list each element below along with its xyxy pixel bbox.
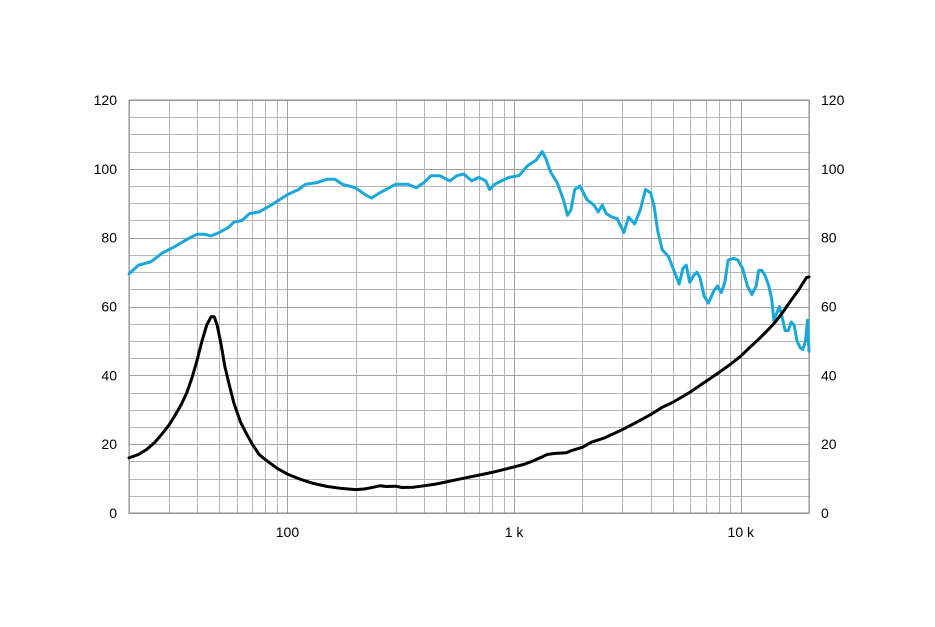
y-tick-label-right: 120 [821,92,845,108]
x-axis: 100 1 k 10 k [276,524,755,540]
y-axis-left: 0 20 40 60 80 100 120 [94,92,118,521]
y-tick-label-right: 20 [821,436,837,452]
plot-frame [128,99,810,514]
y-axis-right: 0 20 40 60 80 100 120 [821,92,845,521]
y-tick-label-right: 40 [821,367,837,383]
y-tick-label-left: 20 [101,436,117,452]
chart-grid [129,100,810,514]
y-tick-label-left: 0 [109,505,117,521]
y-tick-label-left: 100 [94,161,118,177]
series-layer [127,150,811,492]
y-tick-label-left: 120 [94,92,118,108]
x-tick-label: 100 [276,524,300,540]
x-tick-label: 10 k [728,524,755,540]
y-tick-label-left: 40 [101,367,117,383]
series-line-spl [127,150,811,353]
y-tick-label-left: 60 [101,299,117,315]
y-tick-label-left: 80 [101,230,117,246]
y-tick-label-right: 60 [821,299,837,315]
y-tick-label-right: 0 [821,505,829,521]
y-tick-label-right: 80 [821,230,837,246]
x-tick-label: 1 k [505,524,525,540]
y-tick-label-right: 100 [821,161,845,177]
series-line-impedance [127,275,811,492]
